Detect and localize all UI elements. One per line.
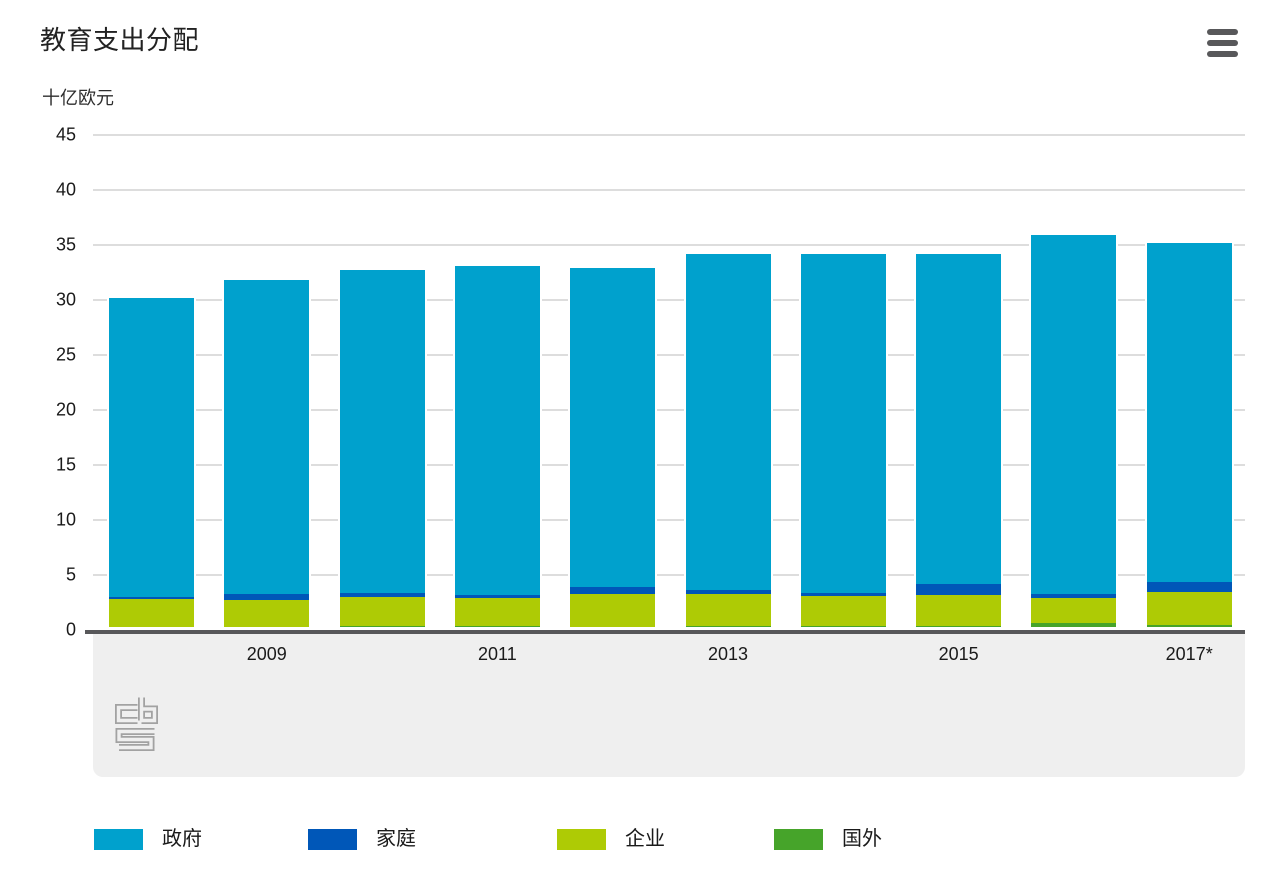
bar-segment-2012-政府[interactable] <box>568 268 658 630</box>
legend-label-企业: 企业 <box>625 828 665 850</box>
x-axis-footer-panel <box>93 634 1245 777</box>
legend-swatch-国外 <box>774 829 823 850</box>
gridline-40 <box>93 189 1245 191</box>
bar-segment-2008-国外[interactable] <box>107 626 196 630</box>
bar-segment-2013-国外[interactable] <box>683 625 773 630</box>
bar-segment-2013-政府[interactable] <box>683 253 773 630</box>
gridline-10 <box>93 519 1245 521</box>
y-tick-label-5: 5 <box>65 564 76 585</box>
legend-swatch-企业 <box>557 829 606 850</box>
gridline-35 <box>93 244 1245 246</box>
bar-segment-2008-企业[interactable] <box>107 599 196 630</box>
legend-label-政府: 政府 <box>162 828 202 850</box>
bar-segment-2011-政府[interactable] <box>452 265 542 630</box>
bar-segment-2017-政府[interactable] <box>1144 242 1234 630</box>
bar-segment-2013-企业[interactable] <box>683 593 773 630</box>
page-title: 教育支出分配 <box>40 25 200 55</box>
legend-label-国外: 国外 <box>842 828 882 850</box>
gridline-5 <box>93 574 1245 576</box>
bar-segment-2016-政府[interactable] <box>1029 235 1119 630</box>
x-axis-baseline <box>85 630 1245 634</box>
x-tick-label-2013: 2013 <box>707 644 749 664</box>
legend-swatch-政府 <box>94 829 143 850</box>
gridline-30 <box>93 299 1245 301</box>
legend-label-家庭: 家庭 <box>376 828 416 850</box>
gridline-25 <box>93 354 1245 356</box>
bar-segment-2017-国外[interactable] <box>1144 624 1234 630</box>
y-tick-label-45: 45 <box>55 124 76 145</box>
bar-segment-2009-政府[interactable] <box>222 280 312 630</box>
cbs-logo <box>115 697 158 751</box>
y-tick-label-25: 25 <box>55 344 76 365</box>
y-axis-unit-label: 十亿欧元 <box>42 88 114 108</box>
chart-context-menu-button[interactable] <box>1206 27 1240 57</box>
y-tick-label-35: 35 <box>55 234 76 255</box>
y-tick-label-30: 30 <box>55 289 76 310</box>
bar-segment-2015-政府[interactable] <box>914 253 1004 630</box>
gridline-20 <box>93 409 1245 411</box>
bar-segment-2010-政府[interactable] <box>337 270 427 630</box>
bar-segment-2009-企业[interactable] <box>222 600 312 630</box>
y-tick-label-15: 15 <box>55 454 76 475</box>
bar-segment-2015-国外[interactable] <box>914 625 1004 630</box>
bar-segment-2010-国外[interactable] <box>337 625 427 630</box>
x-tick-label-2017: 2017* <box>1165 644 1213 664</box>
y-tick-label-40: 40 <box>55 179 76 200</box>
y-tick-label-10: 10 <box>55 509 76 530</box>
x-tick-label-2009: 2009 <box>246 644 287 664</box>
bar-segment-2009-国外[interactable] <box>222 626 312 630</box>
bar-segment-2011-国外[interactable] <box>452 625 542 630</box>
gridline-45 <box>93 134 1245 136</box>
legend-swatch-家庭 <box>308 829 357 850</box>
bar-segment-2014-国外[interactable] <box>798 625 888 630</box>
bar-segment-2010-企业[interactable] <box>337 597 427 630</box>
x-tick-label-2011: 2011 <box>478 644 517 664</box>
bar-segment-2014-政府[interactable] <box>798 253 888 630</box>
gridline-15 <box>93 464 1245 466</box>
bar-segment-2012-企业[interactable] <box>568 593 658 630</box>
bar-segment-2008-政府[interactable] <box>107 297 196 630</box>
y-tick-label-0: 0 <box>65 619 76 640</box>
x-tick-label-2015: 2015 <box>938 644 979 664</box>
bar-segment-2012-国外[interactable] <box>568 626 658 630</box>
y-tick-label-20: 20 <box>55 399 76 420</box>
bar-segment-2016-国外[interactable] <box>1029 623 1119 630</box>
